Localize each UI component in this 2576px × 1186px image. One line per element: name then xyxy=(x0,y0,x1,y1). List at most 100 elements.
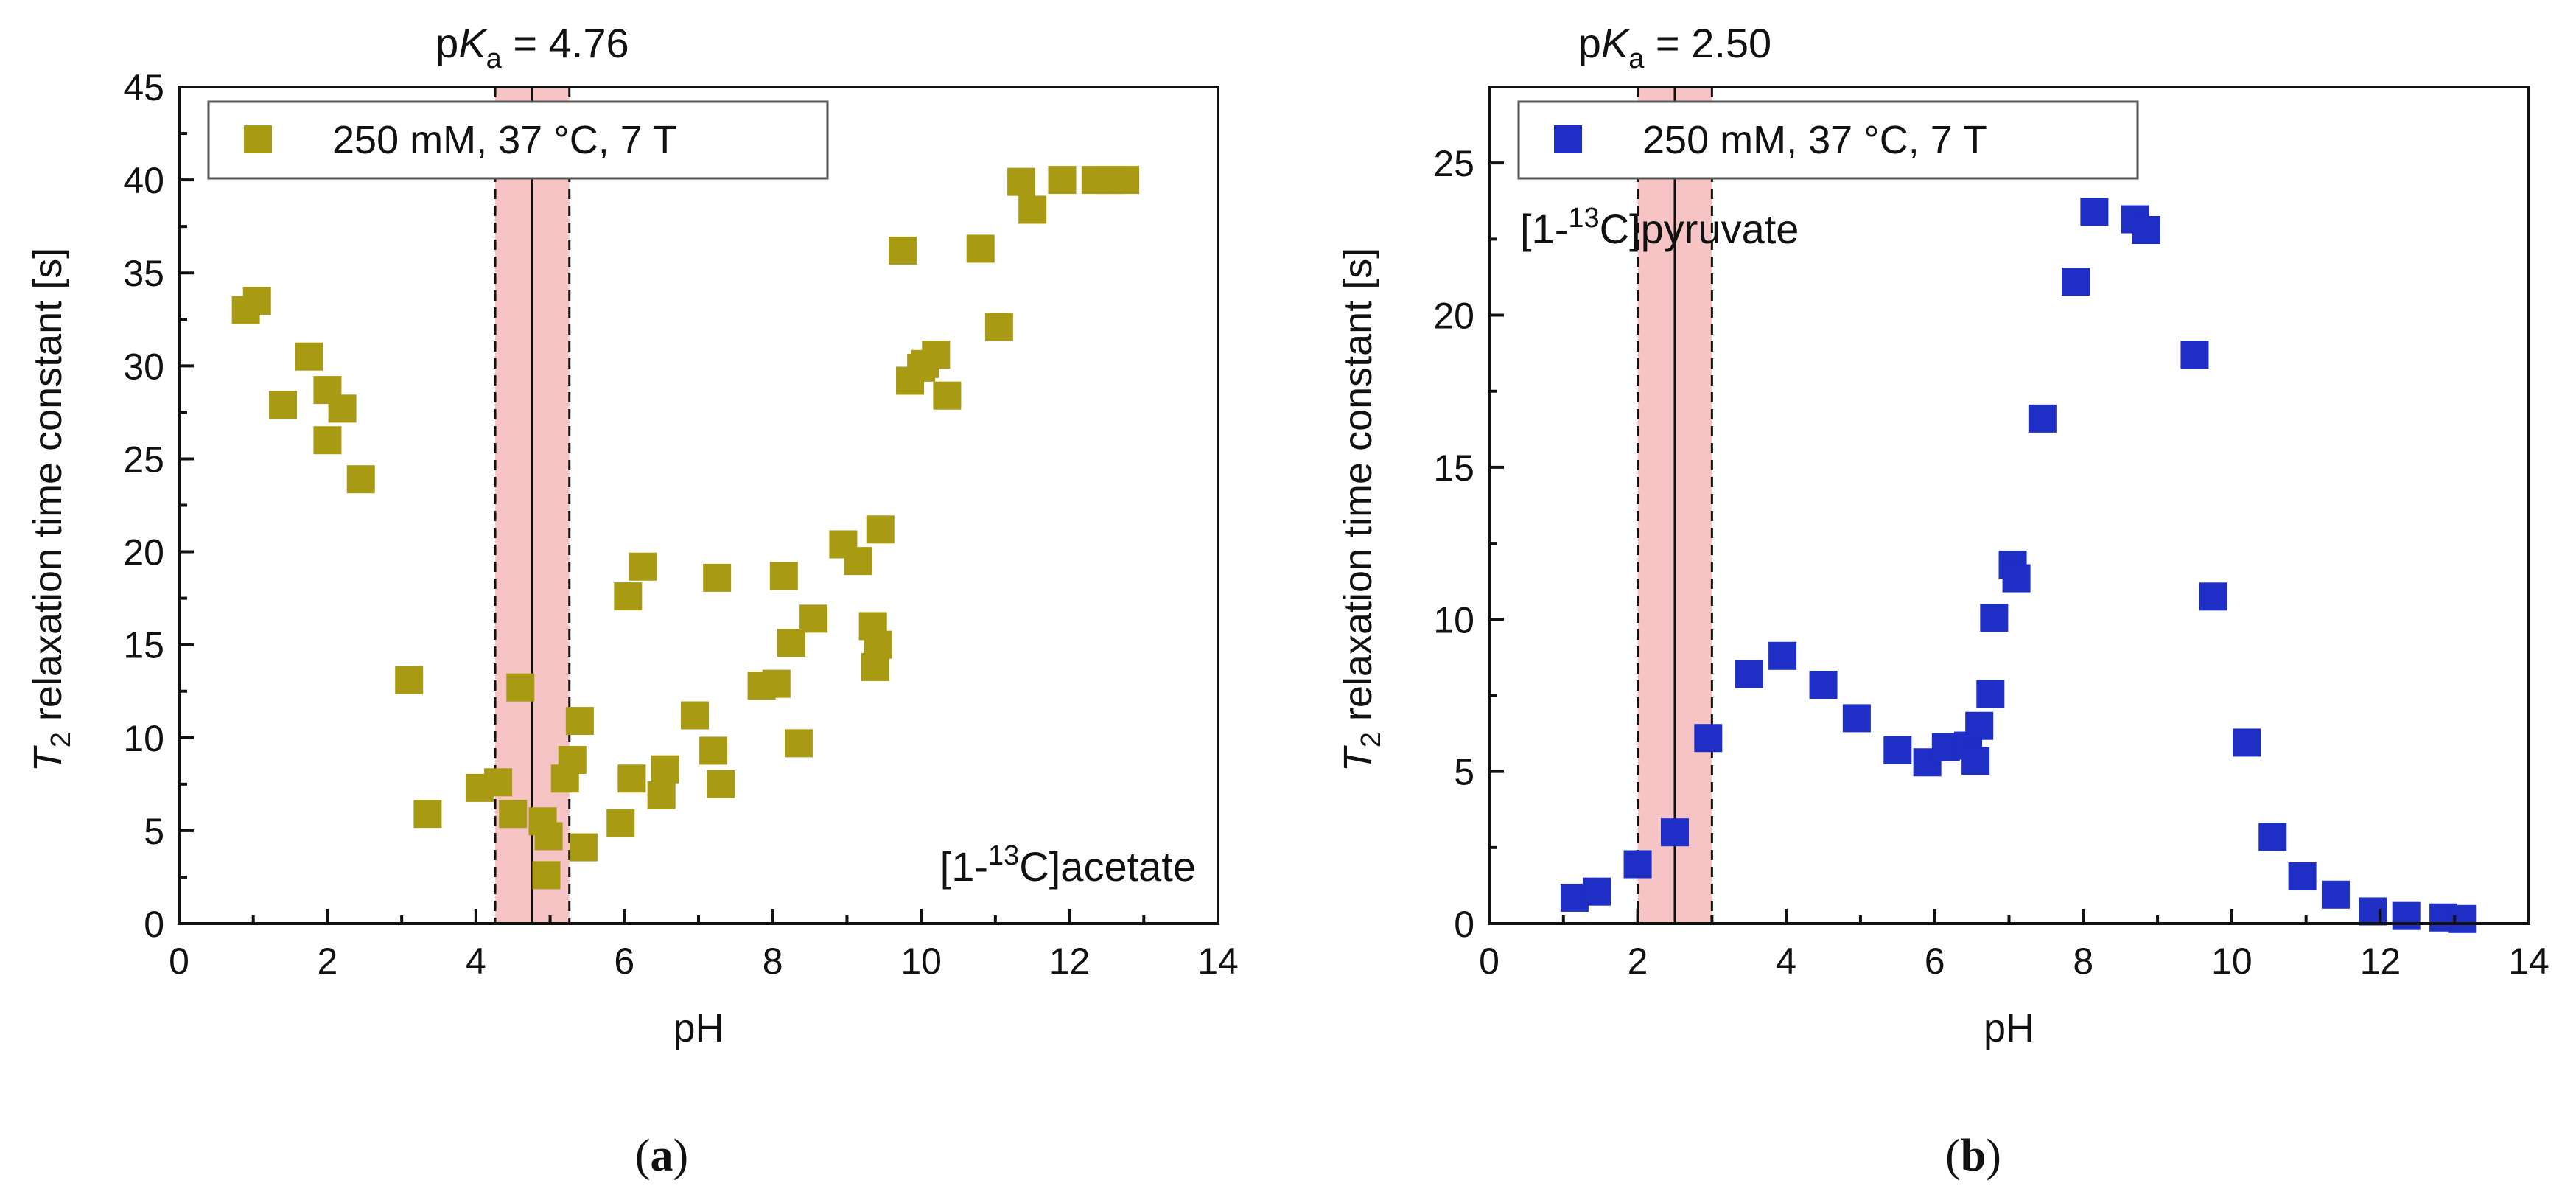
panel-label-open: ( xyxy=(635,1131,651,1181)
y-axis-label: T2 relaxation time constant [s] xyxy=(26,248,77,772)
data-point xyxy=(2258,823,2287,851)
data-point xyxy=(569,833,598,862)
data-point xyxy=(1842,704,1871,733)
pka-label-k: K xyxy=(458,20,488,66)
legend-label: 250 mM, 37 °C, 7 T xyxy=(332,118,677,162)
data-point xyxy=(699,736,728,765)
panel-label-letter: a xyxy=(651,1131,673,1181)
data-point xyxy=(1048,166,1077,195)
y-tick-label: 5 xyxy=(144,811,164,852)
legend-box xyxy=(1517,100,2139,180)
data-point xyxy=(346,465,375,494)
panel-label-letter: b xyxy=(1961,1131,1986,1181)
data-point xyxy=(1976,680,2005,708)
y-tick-label: 25 xyxy=(1433,143,1474,184)
data-point xyxy=(1111,166,1140,195)
data-point xyxy=(499,800,528,829)
x-tick-label: 8 xyxy=(763,941,783,982)
compound-prefix: [1- xyxy=(1520,206,1568,252)
data-point xyxy=(762,669,791,698)
data-point xyxy=(2028,404,2057,433)
y-tick-label: 15 xyxy=(1433,447,1474,489)
pka-label: pKa = 4.76 xyxy=(435,20,629,74)
data-point xyxy=(269,391,297,419)
data-point xyxy=(866,515,895,544)
y-tick-label: 25 xyxy=(123,439,164,480)
x-tick-label: 6 xyxy=(1925,941,1945,982)
data-point xyxy=(2233,728,2261,757)
x-tick-label: 0 xyxy=(169,941,189,982)
data-point xyxy=(707,770,735,798)
data-point xyxy=(651,755,679,784)
data-point xyxy=(558,746,587,775)
pka-label-prefix: p xyxy=(1578,20,1601,66)
y-axis-label-t: T xyxy=(26,744,70,772)
data-point xyxy=(242,287,271,315)
pka-label-value: = 2.50 xyxy=(1644,20,1771,66)
pka-label-sub: a xyxy=(1628,43,1645,74)
x-tick-label: 4 xyxy=(466,941,486,982)
x-tick-label: 6 xyxy=(614,941,634,982)
data-point xyxy=(617,764,646,793)
data-point xyxy=(506,673,535,702)
data-points xyxy=(1560,198,2477,933)
x-tick-label: 14 xyxy=(2508,941,2549,982)
data-point xyxy=(1018,195,1047,224)
compound-prefix: [1- xyxy=(940,843,988,890)
y-tick-label: 15 xyxy=(123,625,164,666)
data-point xyxy=(1623,850,1652,879)
pka-label-value: = 4.76 xyxy=(502,20,629,66)
y-tick-label: 0 xyxy=(1454,904,1474,945)
x-tick-label: 12 xyxy=(1049,941,1091,982)
data-point xyxy=(864,630,892,659)
data-point xyxy=(1980,604,2009,632)
y-axis-label: T2 relaxation time constant [s] xyxy=(1336,248,1387,772)
data-point xyxy=(1965,711,1994,740)
data-point xyxy=(395,666,424,694)
chart-panel-1: pKa = 4.76 0 2 4 6 8 10 12 14 0 5 10 15 20 25 30 35 40 45 p… xyxy=(26,20,1239,1181)
data-point xyxy=(1809,671,1838,700)
y-axis-label-sub: 2 xyxy=(1356,732,1387,747)
pka-label: pKa = 2.50 xyxy=(1578,20,1771,74)
data-point xyxy=(606,809,635,837)
y-tick-label: 35 xyxy=(123,253,164,294)
data-point xyxy=(295,342,323,371)
panel-label-close: ) xyxy=(673,1131,689,1181)
y-axis-label-rest: relaxation time constant [s] xyxy=(26,248,70,732)
data-point xyxy=(984,313,1013,341)
data-point xyxy=(534,822,563,851)
data-point xyxy=(413,800,442,829)
data-point xyxy=(2359,897,2387,926)
panel-label-open: ( xyxy=(1945,1131,1961,1181)
data-point xyxy=(647,781,676,809)
compound-suffix: C]acetate xyxy=(1019,843,1196,890)
compound-annotation: [1-13C]acetate xyxy=(940,840,1196,890)
compound-sup: 13 xyxy=(988,840,1019,871)
x-tick-label: 8 xyxy=(2073,941,2093,982)
data-point xyxy=(629,552,657,581)
legend: 250 mM, 37 °C, 7 T xyxy=(207,100,829,180)
legend: 250 mM, 37 °C, 7 T xyxy=(1517,100,2139,180)
data-point xyxy=(777,629,805,657)
x-tick-label: 0 xyxy=(1479,941,1499,982)
data-point xyxy=(2321,880,2350,909)
data-point xyxy=(769,562,798,590)
data-point xyxy=(2392,901,2421,930)
data-point xyxy=(2288,862,2317,891)
y-tick-label: 40 xyxy=(123,160,164,201)
compound-sup: 13 xyxy=(1568,203,1599,234)
x-tick-label: 2 xyxy=(318,941,338,982)
data-point xyxy=(784,729,813,758)
data-point xyxy=(1660,818,1689,847)
panel-label-close: ) xyxy=(1986,1131,2001,1181)
data-point xyxy=(2199,582,2227,611)
data-point xyxy=(2080,198,2109,226)
y-axis-label-t: T xyxy=(1336,744,1380,772)
x-tick-label: 10 xyxy=(900,941,942,982)
data-point xyxy=(1883,736,1912,764)
x-axis-label: pH xyxy=(673,1006,724,1050)
data-point xyxy=(933,381,962,410)
data-point xyxy=(1694,724,1723,753)
pka-label-k: K xyxy=(1601,20,1631,66)
